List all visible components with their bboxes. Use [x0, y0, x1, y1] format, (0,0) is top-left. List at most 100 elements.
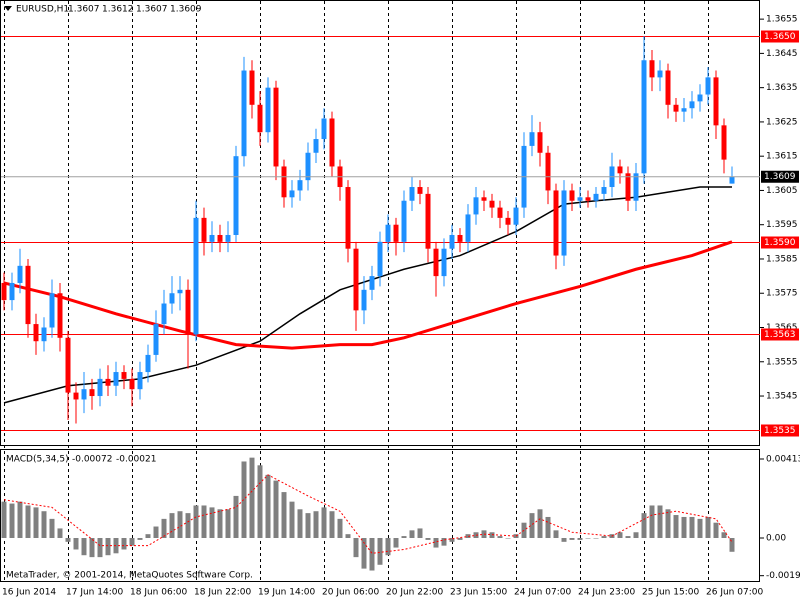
candle-body	[393, 224, 399, 242]
macd-bar	[185, 513, 191, 538]
candle-body	[137, 372, 143, 390]
macd-bar	[577, 538, 583, 540]
macd-bar	[401, 536, 407, 538]
macd-bar	[473, 532, 479, 538]
macd-bar	[529, 513, 535, 538]
main-panel	[0, 0, 760, 446]
candle-body	[641, 60, 647, 174]
candle-body	[193, 217, 199, 335]
x-tick-label: 26 Jun 07:00	[706, 588, 763, 598]
macd-bar	[673, 515, 679, 538]
candle-body	[121, 372, 127, 379]
x-tick-label: 18 Jun 22:00	[194, 588, 251, 598]
candle-body	[561, 190, 567, 256]
candle-body	[345, 187, 351, 249]
candle-body	[425, 193, 431, 249]
macd-bar	[169, 513, 175, 538]
candle-body	[161, 303, 167, 325]
level-label-box	[761, 236, 799, 249]
y-tick-label: 1.3545	[766, 392, 798, 402]
macd-bar	[657, 505, 663, 538]
macd-bar	[49, 518, 55, 538]
macd-bar	[297, 509, 303, 538]
y-tick-label: 0.00413	[766, 454, 800, 464]
macd-bar	[641, 513, 647, 538]
candle-body	[153, 324, 159, 355]
candle-body	[505, 217, 511, 225]
candle-body	[713, 77, 719, 126]
macd-bar	[713, 522, 719, 538]
candle-body	[225, 234, 231, 242]
macd-bar	[281, 492, 287, 538]
candle-body	[281, 166, 287, 198]
macd-bar	[1, 501, 7, 538]
candle-body	[33, 324, 39, 342]
macd-bar	[73, 538, 79, 550]
macd-bar	[257, 465, 263, 538]
macd-bar	[409, 530, 415, 538]
y-tick-label: 1.3645	[766, 49, 798, 59]
y-tick-label: 1.3585	[766, 254, 798, 264]
candle-body	[457, 234, 463, 242]
candle-body	[689, 101, 695, 109]
macd-bar	[481, 530, 487, 538]
x-tick-label: 19 Jun 14:00	[258, 588, 315, 598]
macd-bar	[465, 534, 471, 538]
macd-bar	[689, 516, 695, 538]
macd-bar	[89, 538, 95, 558]
macd-bar	[361, 538, 367, 569]
macd-bar	[9, 503, 15, 538]
macd-bar	[441, 538, 447, 546]
low-value: 1.3607	[136, 5, 168, 15]
macd-bar	[161, 518, 167, 538]
macd-bar	[65, 538, 71, 542]
macd-bar	[569, 538, 575, 540]
macd-bar	[369, 538, 375, 571]
y-tick-label: 0.00	[766, 534, 786, 544]
y-tick-label: -0.00197	[766, 571, 800, 581]
moving-average	[3, 240, 733, 350]
macd-bar	[273, 480, 279, 538]
macd-bar	[377, 538, 383, 565]
candle-body	[665, 70, 671, 105]
close-value: 1.3609	[170, 5, 202, 15]
candle-body	[465, 214, 471, 242]
macd-bar	[57, 528, 63, 538]
candle-body	[433, 248, 439, 277]
macd-title: MACD(5,34,5)	[6, 455, 69, 465]
candle-body	[129, 378, 135, 390]
candle-body	[649, 60, 655, 78]
macd-value: -0.00072	[72, 455, 112, 465]
candle-body	[553, 190, 559, 256]
y-tick-label: 1.3635	[766, 83, 798, 93]
candle-body	[385, 224, 391, 242]
macd-bar	[353, 538, 359, 558]
candle-body	[369, 276, 375, 290]
y-tick-label: 1.3555	[766, 357, 798, 367]
macd-bar	[345, 534, 351, 538]
candle-body	[241, 70, 247, 157]
footer: MetaTrader, © 2001-2014, MetaQuotes Soft…	[6, 571, 253, 581]
candle-body	[449, 234, 455, 249]
x-tick-label: 20 Jun 22:00	[386, 588, 443, 598]
candle-body	[305, 152, 311, 181]
level-label: 1.3650	[764, 32, 796, 42]
macd-bar	[137, 538, 143, 540]
macd-bar	[241, 461, 247, 538]
price-label-box	[761, 170, 799, 183]
candle-body	[233, 156, 239, 235]
candle-body	[41, 327, 47, 342]
candle-body	[209, 234, 215, 242]
macd-bar	[537, 509, 543, 538]
candle-body	[177, 289, 183, 294]
macd-bar	[729, 538, 735, 552]
signal-line	[3, 474, 733, 554]
macd-bar	[617, 532, 623, 538]
candle-body	[681, 108, 687, 112]
moving-average	[3, 186, 732, 404]
candle-body	[97, 378, 103, 397]
macd-bar	[97, 538, 103, 558]
candle-body	[489, 200, 495, 208]
